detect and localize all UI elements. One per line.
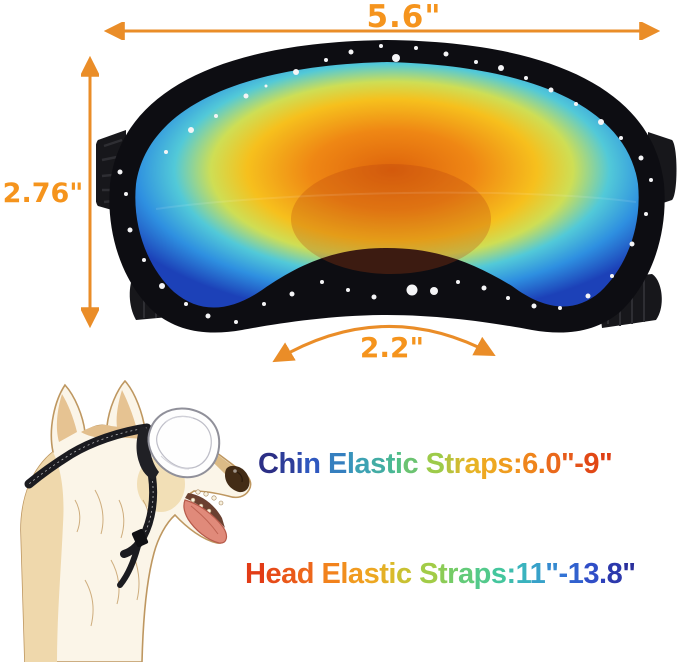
bridge-measurement-label: 2.2" [359,331,425,364]
dog-chin-strap [117,472,158,588]
goggles-illustration [96,40,677,333]
head-strap-spec-text: Head Elastic Straps:11"-13.8" [245,558,636,590]
height-arrow [81,55,99,329]
dog-fur-strokes [74,489,151,627]
goggles-lens [135,62,639,308]
dog-head-strap [24,423,152,489]
dog-sketch [20,380,252,662]
height-measurement-label: 2.76" [2,178,84,209]
width-arrow [103,22,661,40]
dog-tongue [183,499,228,544]
tongue-crease [190,505,219,535]
dog-nose [225,465,250,493]
lens-shading [291,164,491,274]
lens-reflection [155,191,637,210]
dog-mouth [185,493,225,528]
bridge-arc-arrow [272,325,496,363]
chin-strap-spec-text: Chin Elastic Straps:6.0"-9" [258,448,613,480]
frame-speckles [117,44,653,324]
dog-goggle-sketch [136,407,221,480]
